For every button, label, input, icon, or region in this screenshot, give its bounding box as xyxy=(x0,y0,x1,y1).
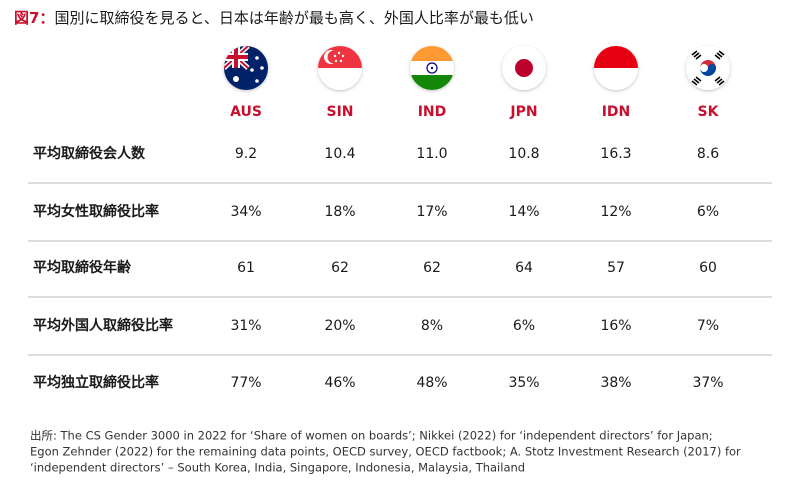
cell-value: 62 xyxy=(423,260,441,276)
cell-value: 60 xyxy=(699,260,717,276)
flag-ind xyxy=(410,46,454,90)
cell-value: 37% xyxy=(692,375,723,391)
cell-value: 7% xyxy=(697,318,719,334)
cell-value: 10.8 xyxy=(508,146,539,162)
cell-value: 31% xyxy=(230,318,261,334)
figure-title: 図7：国別に取締役を見ると、日本は年齢が最も高く、外国人比率が最も低い xyxy=(14,9,534,27)
column-code: SK xyxy=(698,104,720,120)
flag-jpn xyxy=(502,46,546,90)
table-body: AUS SIN IND JPN IDN SK 平均取締役会人数 9.2 10.4 11.0 10.8… xyxy=(28,104,772,475)
cell-value: 16% xyxy=(600,318,631,334)
cell-value: 57 xyxy=(607,260,625,276)
source-line: 出所: The CS Gender 3000 in 2022 for ‘Shar… xyxy=(30,429,713,443)
cell-value: 14% xyxy=(508,204,539,220)
column-code: IDN xyxy=(602,104,631,120)
cell-value: 8.6 xyxy=(697,146,719,162)
cell-value: 8% xyxy=(421,318,443,334)
flag-idn xyxy=(594,46,638,90)
flag-aus xyxy=(224,46,268,90)
row-label: 平均外国人取締役比率 xyxy=(33,317,173,334)
cell-value: 61 xyxy=(237,260,255,276)
cell-value: 6% xyxy=(697,204,719,220)
source-line: Egon Zehnder (2022) for the remaining da… xyxy=(30,445,741,459)
title-text: 国別に取締役を見ると、日本は年齢が最も高く、外国人比率が最も低い xyxy=(54,9,533,27)
cell-value: 11.0 xyxy=(416,146,447,162)
cell-value: 12% xyxy=(600,204,631,220)
cell-value: 6% xyxy=(513,318,535,334)
cell-value: 46% xyxy=(324,375,355,391)
figure-number: 図7： xyxy=(14,9,54,27)
row-label: 平均独立取締役比率 xyxy=(33,374,159,391)
column-code: JPN xyxy=(509,104,537,120)
cell-value: 48% xyxy=(416,375,447,391)
row-label: 平均取締役会人数 xyxy=(33,145,146,162)
cell-value: 18% xyxy=(324,204,355,220)
row-label: 平均取締役年齢 xyxy=(33,259,132,276)
cell-value: 64 xyxy=(515,260,533,276)
cell-value: 77% xyxy=(230,375,261,391)
cell-value: 35% xyxy=(508,375,539,391)
column-code: IND xyxy=(418,104,447,120)
cell-value: 38% xyxy=(600,375,631,391)
flag-sk xyxy=(686,46,730,90)
column-code: AUS xyxy=(230,104,262,120)
source-line: ‘independent directors’ – South Korea, I… xyxy=(30,461,525,475)
cell-value: 16.3 xyxy=(600,146,631,162)
flag-sin xyxy=(318,46,362,90)
cell-value: 20% xyxy=(324,318,355,334)
cell-value: 17% xyxy=(416,204,447,220)
cell-value: 62 xyxy=(331,260,349,276)
cell-value: 34% xyxy=(230,204,261,220)
row-label: 平均女性取締役比率 xyxy=(33,203,159,220)
cell-value: 9.2 xyxy=(235,146,257,162)
cell-value: 10.4 xyxy=(324,146,355,162)
column-code: SIN xyxy=(326,104,353,120)
